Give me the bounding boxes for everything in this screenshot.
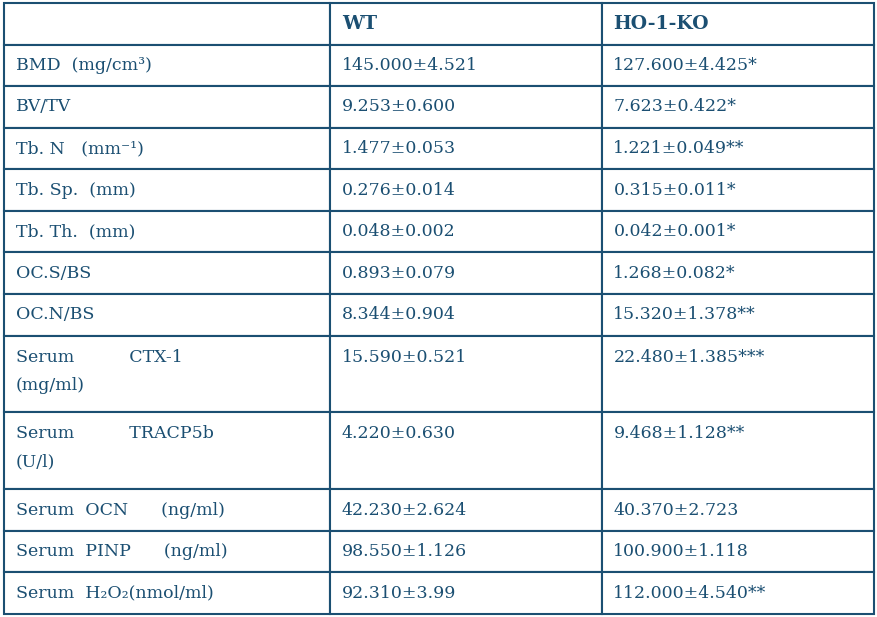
Text: Tb. Sp.  (mm): Tb. Sp. (mm) [16, 181, 135, 199]
Bar [330, 44, 602, 86]
Text: 92.310±3.99: 92.310±3.99 [341, 585, 456, 602]
Text: WT: WT [341, 15, 376, 33]
Text: 112.000±4.540**: 112.000±4.540** [613, 585, 766, 602]
Text: 1.221±0.049**: 1.221±0.049** [613, 140, 744, 157]
Text: HO-1-KO: HO-1-KO [613, 15, 708, 33]
Text: 145.000±4.521: 145.000±4.521 [341, 57, 477, 74]
Bar [602, 294, 873, 336]
Bar [4, 294, 330, 336]
Bar [330, 211, 602, 252]
Bar [4, 412, 330, 489]
Text: 1.268±0.082*: 1.268±0.082* [613, 265, 735, 282]
Text: Serum          TRACP5b: Serum TRACP5b [16, 425, 213, 442]
Bar [330, 294, 602, 336]
Text: BMD  (mg/cm³): BMD (mg/cm³) [16, 57, 152, 74]
Bar [602, 128, 873, 169]
Text: Serum          CTX-1: Serum CTX-1 [16, 349, 182, 365]
Bar [330, 573, 602, 614]
Bar [602, 86, 873, 128]
Text: 8.344±0.904: 8.344±0.904 [341, 306, 455, 323]
Text: 100.900±1.118: 100.900±1.118 [613, 543, 748, 560]
Bar [4, 573, 330, 614]
Bar [330, 336, 602, 412]
Bar [602, 211, 873, 252]
Bar [602, 573, 873, 614]
Bar [330, 412, 602, 489]
Bar [602, 336, 873, 412]
Text: Serum  H₂O₂(nmol/ml): Serum H₂O₂(nmol/ml) [16, 585, 213, 602]
Text: 0.893±0.079: 0.893±0.079 [341, 265, 455, 282]
Text: Serum  OCN      (ng/ml): Serum OCN (ng/ml) [16, 502, 225, 518]
Bar [602, 44, 873, 86]
Text: 0.042±0.001*: 0.042±0.001* [613, 223, 735, 240]
Text: 15.590±0.521: 15.590±0.521 [341, 349, 467, 365]
Text: 9.468±1.128**: 9.468±1.128** [613, 425, 744, 442]
Bar [4, 86, 330, 128]
Text: 22.480±1.385***: 22.480±1.385*** [613, 349, 764, 365]
Bar [4, 211, 330, 252]
Bar [330, 531, 602, 573]
Text: Tb. Th.  (mm): Tb. Th. (mm) [16, 223, 135, 240]
Bar [602, 412, 873, 489]
Text: 4.220±0.630: 4.220±0.630 [341, 425, 455, 442]
Bar [602, 489, 873, 531]
Text: 42.230±2.624: 42.230±2.624 [341, 502, 467, 518]
Bar [330, 128, 602, 169]
Bar [602, 531, 873, 573]
Text: 15.320±1.378**: 15.320±1.378** [613, 306, 755, 323]
Bar [4, 128, 330, 169]
Text: Tb. N   (mm⁻¹): Tb. N (mm⁻¹) [16, 140, 144, 157]
Bar [4, 44, 330, 86]
Bar [330, 3, 602, 44]
Text: BV/TV: BV/TV [16, 99, 71, 115]
Bar [4, 3, 330, 44]
Bar [602, 252, 873, 294]
Bar [602, 169, 873, 211]
Bar [330, 86, 602, 128]
Bar [4, 531, 330, 573]
Bar [4, 169, 330, 211]
Bar [330, 169, 602, 211]
Text: (mg/ml): (mg/ml) [16, 377, 85, 394]
Bar [330, 489, 602, 531]
Text: 7.623±0.422*: 7.623±0.422* [613, 99, 736, 115]
Text: 0.048±0.002: 0.048±0.002 [341, 223, 455, 240]
Bar [4, 336, 330, 412]
Text: 1.477±0.053: 1.477±0.053 [341, 140, 455, 157]
Bar [4, 252, 330, 294]
Text: 9.253±0.600: 9.253±0.600 [341, 99, 455, 115]
Text: 127.600±4.425*: 127.600±4.425* [613, 57, 758, 74]
Text: (U/l): (U/l) [16, 454, 55, 471]
Bar [602, 3, 873, 44]
Text: 0.276±0.014: 0.276±0.014 [341, 181, 455, 199]
Text: Serum  PINP      (ng/ml): Serum PINP (ng/ml) [16, 543, 227, 560]
Text: 98.550±1.126: 98.550±1.126 [341, 543, 467, 560]
Bar [4, 489, 330, 531]
Text: OC.S/BS: OC.S/BS [16, 265, 91, 282]
Text: OC.N/BS: OC.N/BS [16, 306, 94, 323]
Bar [330, 252, 602, 294]
Text: 40.370±2.723: 40.370±2.723 [613, 502, 738, 518]
Text: 0.315±0.011*: 0.315±0.011* [613, 181, 735, 199]
